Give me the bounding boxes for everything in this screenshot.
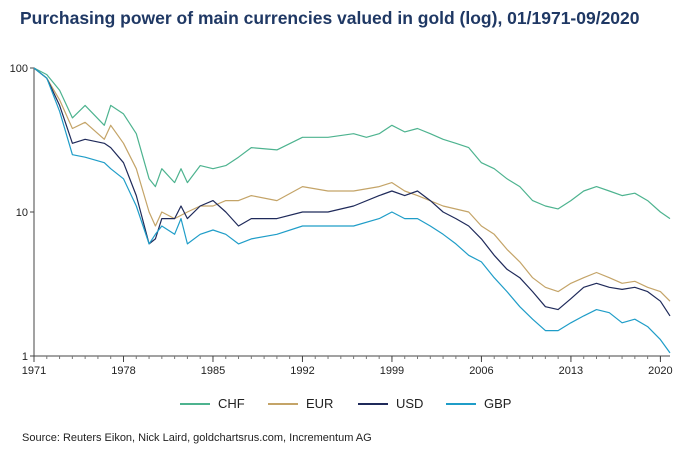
y-tick-label: 100 <box>10 63 28 75</box>
legend-label: USD <box>396 396 424 411</box>
legend-swatch <box>268 402 298 405</box>
legend-item-gbp: GBP <box>446 396 511 411</box>
x-tick-label: 1978 <box>111 365 135 377</box>
legend-swatch <box>358 402 388 405</box>
legend-swatch <box>180 402 210 405</box>
chart-title: Purchasing power of main currencies valu… <box>20 8 640 28</box>
series-line-gbp <box>33 67 671 354</box>
series-line-usd <box>33 67 671 317</box>
series-line-eur <box>33 67 671 302</box>
legend-item-chf: CHF <box>180 396 245 411</box>
chart-legend: CHF EUR USD GBP <box>0 396 688 418</box>
legend-item-eur: EUR <box>268 396 333 411</box>
legend-label: EUR <box>306 396 334 411</box>
x-tick-label: 1992 <box>290 365 314 377</box>
source-note: Source: Reuters Eikon, Nick Laird, goldc… <box>22 432 372 444</box>
x-tick-label: 1985 <box>201 365 225 377</box>
x-tick-label: 2013 <box>559 365 583 377</box>
x-tick-label: 1971 <box>22 365 46 377</box>
x-tick-label: 1999 <box>380 365 404 377</box>
x-tick-label: 2006 <box>469 365 493 377</box>
legend-label: CHF <box>218 396 245 411</box>
x-tick-label: 2020 <box>648 365 672 377</box>
y-tick-label: 10 <box>16 207 28 219</box>
legend-label: GBP <box>484 396 512 411</box>
y-tick-label: 1 <box>22 351 28 363</box>
series-line-chf <box>33 67 671 220</box>
legend-item-usd: USD <box>358 396 423 411</box>
legend-swatch <box>446 402 476 405</box>
